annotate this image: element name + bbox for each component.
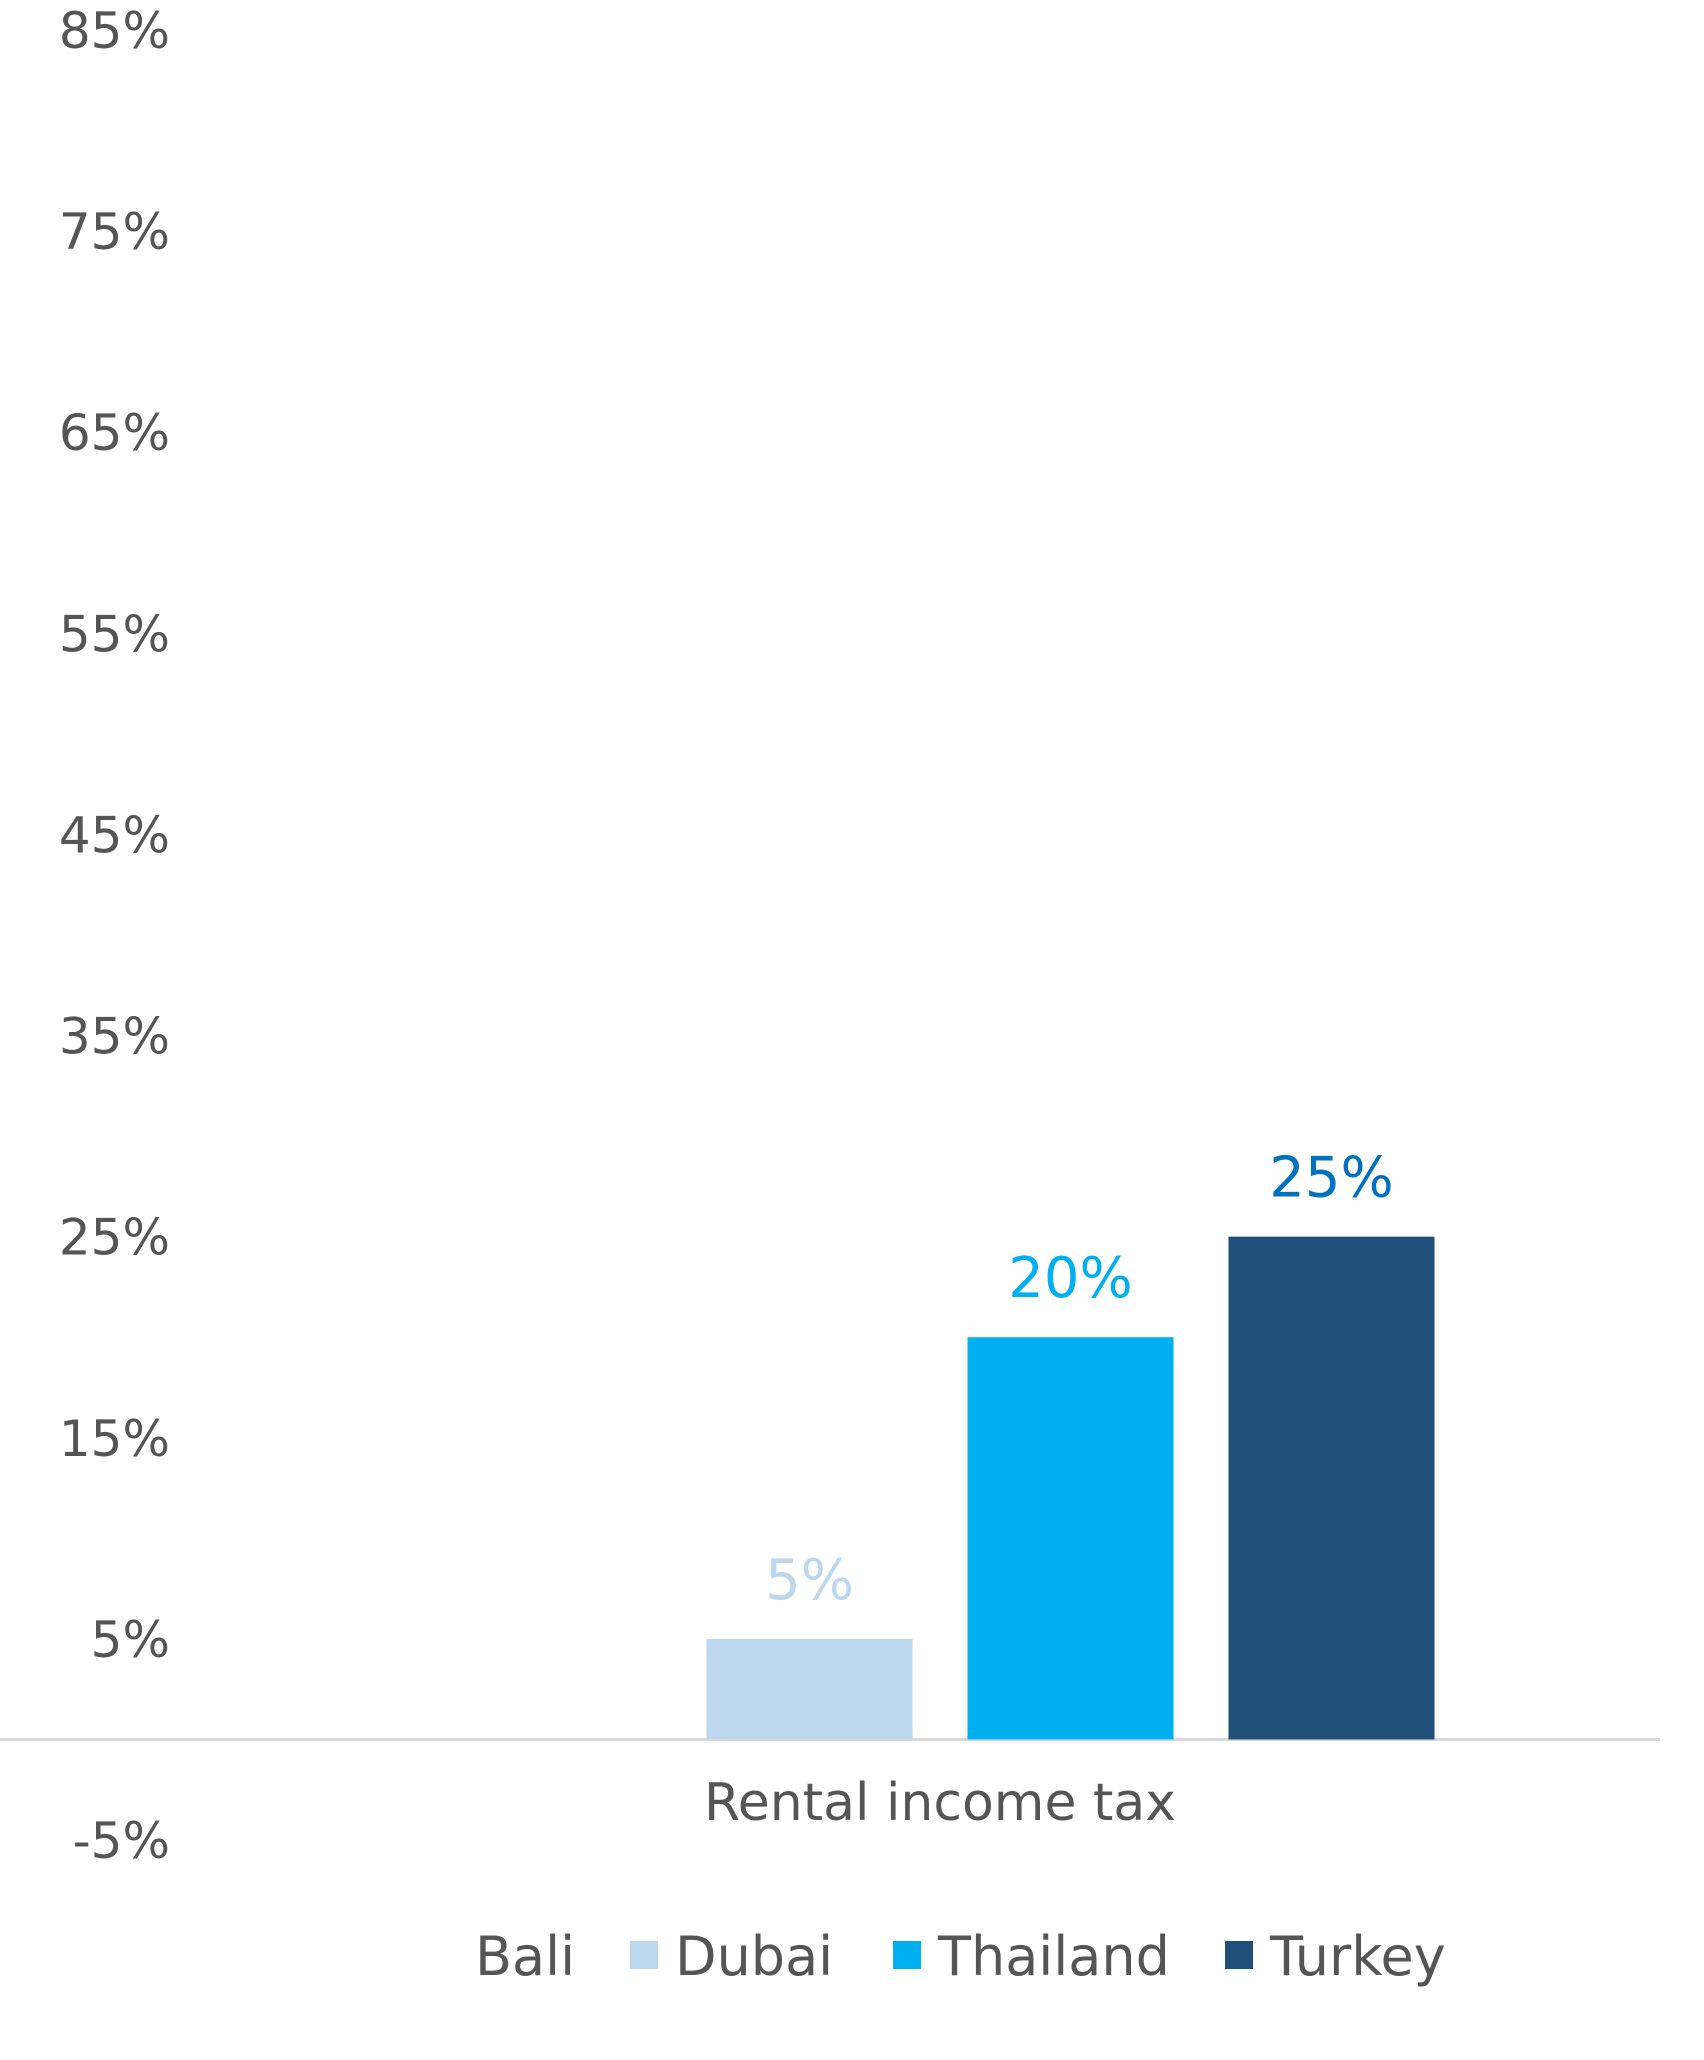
- y-tick-label: 85%: [59, 2, 170, 60]
- legend-swatch-thailand: [893, 1941, 921, 1969]
- legend-swatch-dubai: [630, 1941, 658, 1969]
- y-axis-ticks: -5% 5% 15% 25% 35% 45% 55% 65% 75% 85%: [59, 2, 170, 1870]
- legend: Bali Dubai Thailand Turkey: [475, 1925, 1446, 1988]
- y-tick-label: 55%: [59, 605, 170, 663]
- y-tick-label: -5%: [73, 1812, 170, 1870]
- category-label: Rental income tax: [704, 1773, 1176, 1833]
- legend-swatch-turkey: [1225, 1941, 1253, 1969]
- bar-thailand: [967, 1337, 1174, 1740]
- bars: [706, 1236, 1435, 1740]
- y-tick-label: 35%: [59, 1008, 170, 1066]
- legend-label-bali: Bali: [475, 1925, 575, 1988]
- bar-turkey: [1228, 1236, 1435, 1740]
- data-label-dubai: 5%: [765, 1548, 854, 1613]
- y-tick-label: 5%: [91, 1611, 170, 1669]
- legend-label-turkey: Turkey: [1269, 1925, 1446, 1988]
- data-label-thailand: 20%: [1008, 1246, 1132, 1311]
- y-tick-label: 25%: [59, 1209, 170, 1267]
- legend-label-dubai: Dubai: [675, 1925, 833, 1988]
- y-tick-label: 15%: [59, 1410, 170, 1468]
- y-tick-label: 75%: [59, 203, 170, 261]
- y-tick-label: 65%: [59, 404, 170, 462]
- y-tick-label: 45%: [59, 806, 170, 864]
- bar-dubai: [706, 1638, 913, 1740]
- data-labels: 5% 20% 25%: [765, 1146, 1394, 1613]
- legend-label-thailand: Thailand: [937, 1925, 1170, 1988]
- data-label-turkey: 25%: [1269, 1146, 1393, 1211]
